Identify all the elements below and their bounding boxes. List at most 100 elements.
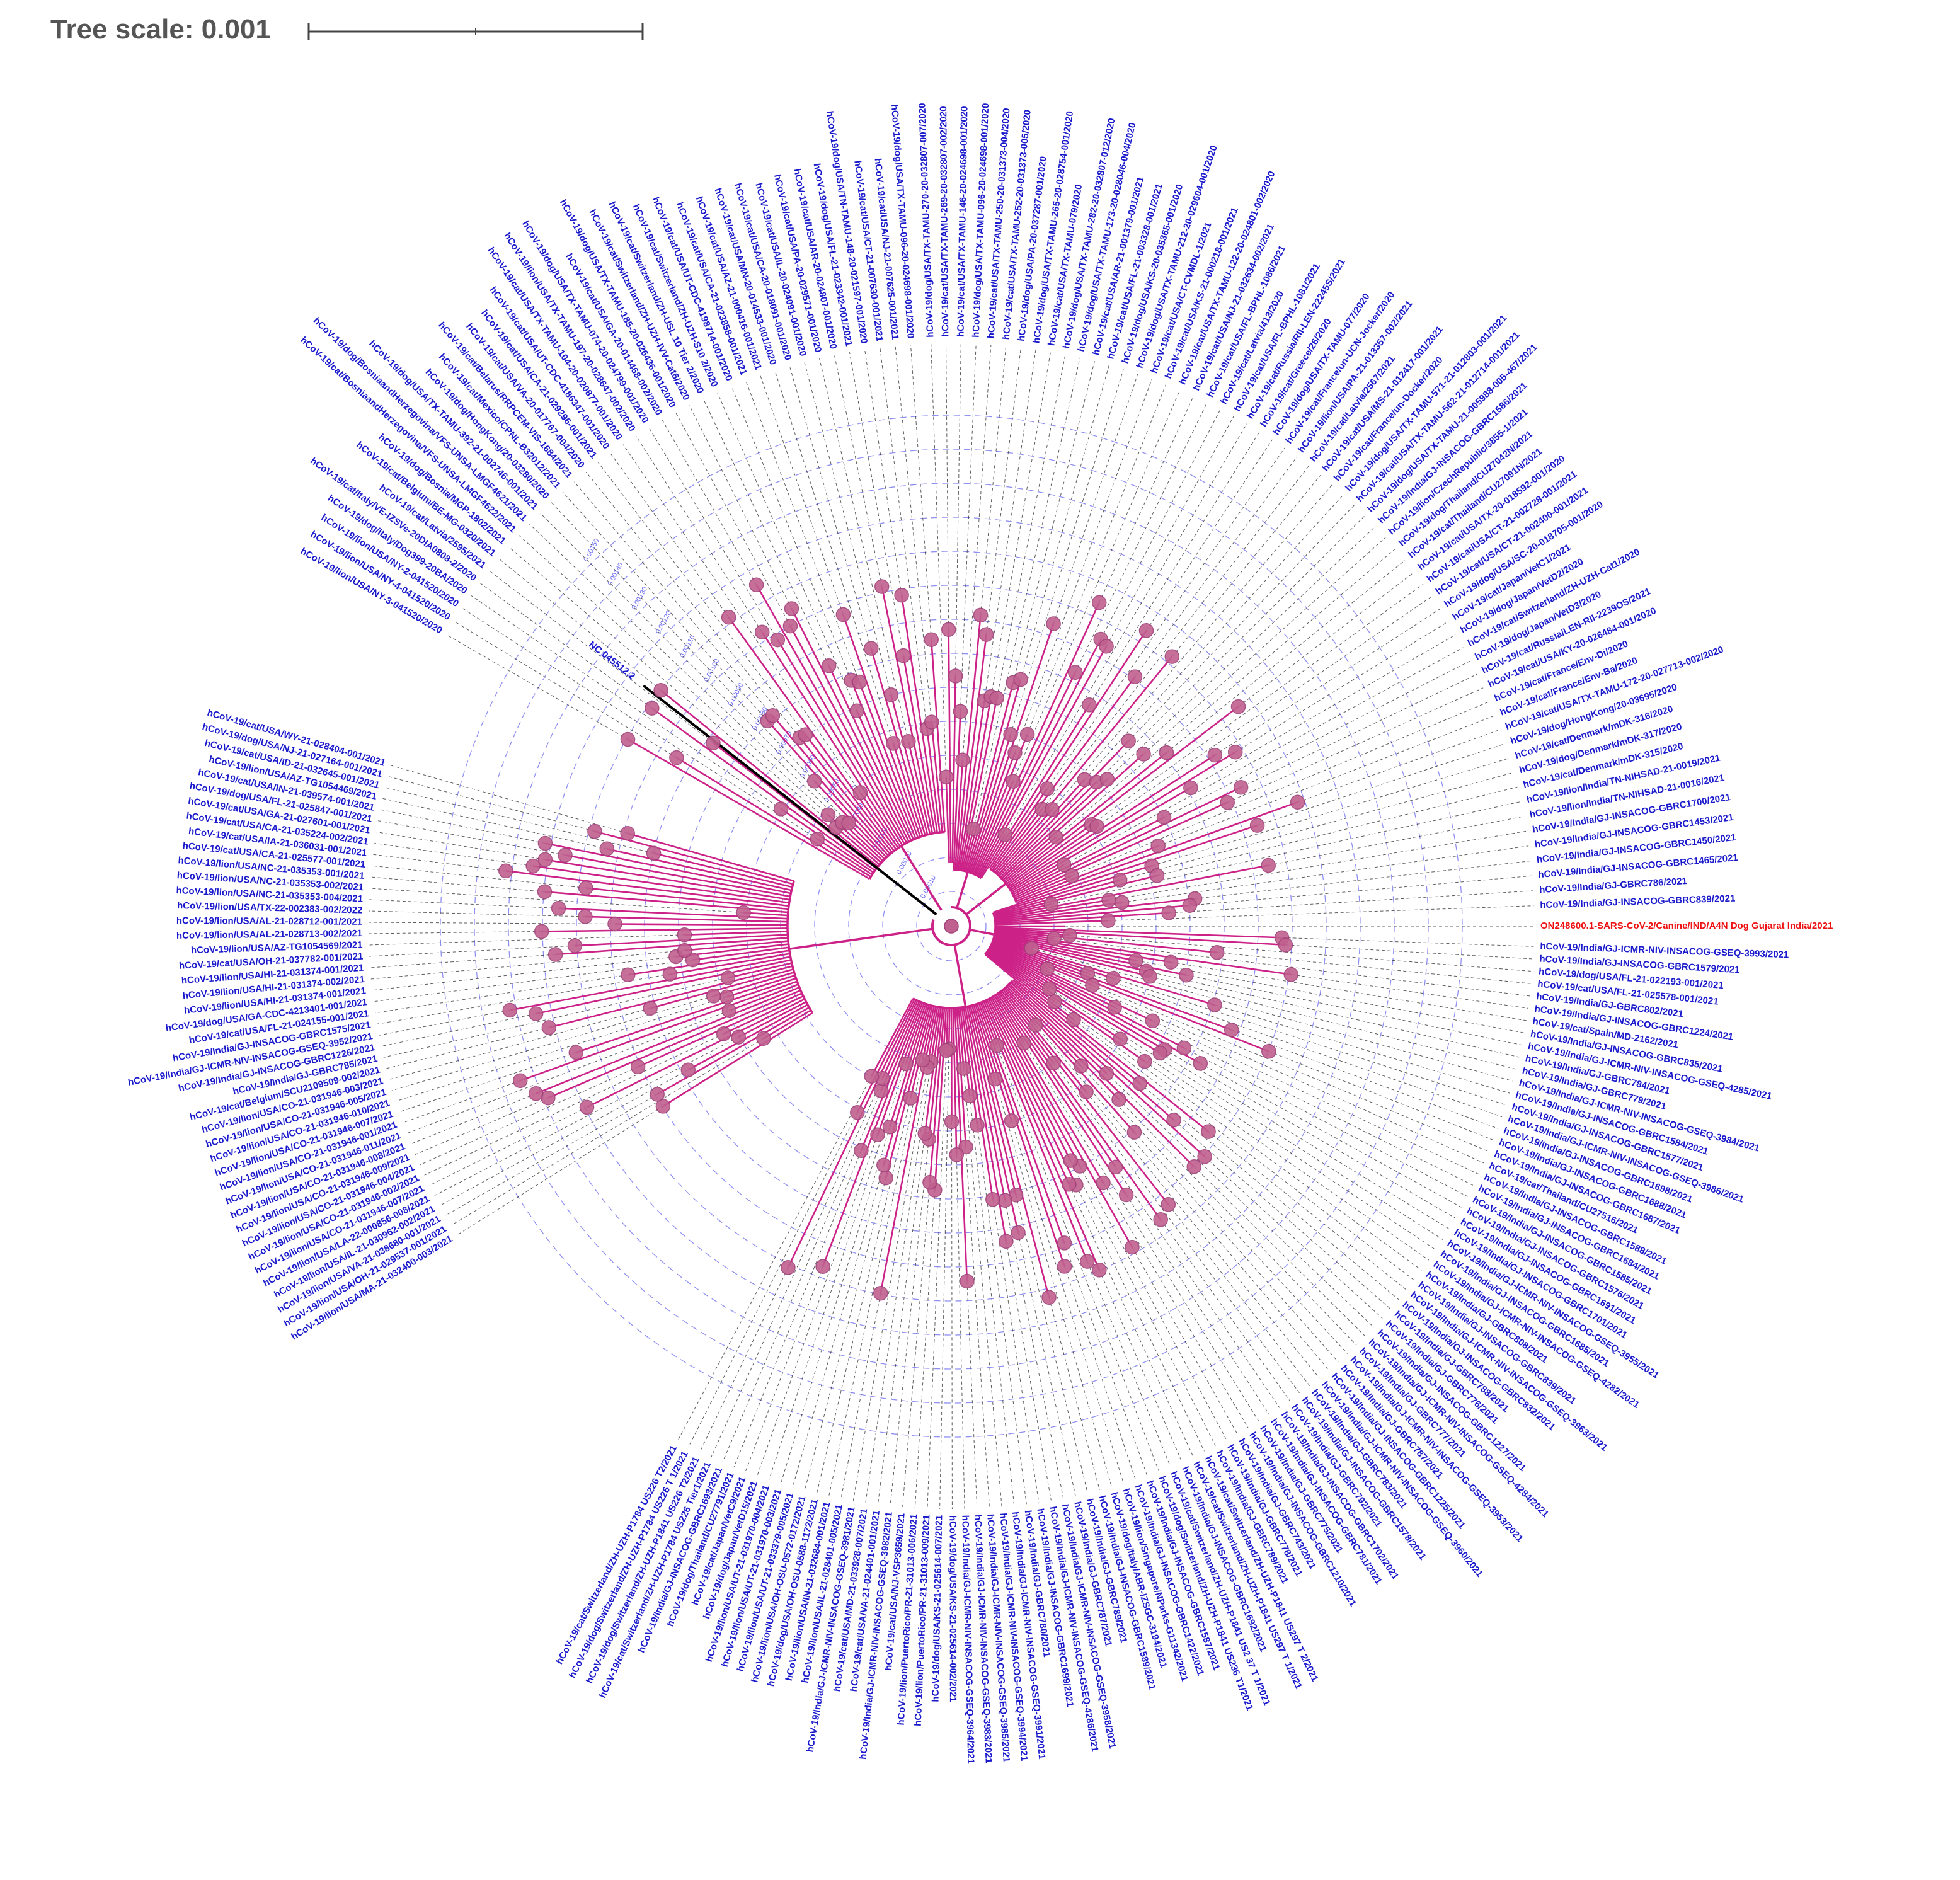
leaf-node xyxy=(782,618,798,634)
clade-arc xyxy=(786,880,813,1014)
leaf-node xyxy=(841,815,856,831)
leaf-node xyxy=(706,735,721,750)
leaf-guide xyxy=(1132,1247,1238,1435)
leaf-node xyxy=(1062,1177,1077,1192)
leaf-guide xyxy=(1108,905,1534,921)
leaf-branch xyxy=(536,986,800,1095)
leaf-node xyxy=(1107,1000,1122,1015)
leaf-branch xyxy=(994,879,1121,915)
leaf-node xyxy=(1114,895,1130,910)
leaf-branch xyxy=(787,999,917,1268)
leaf-node xyxy=(1011,1225,1026,1241)
leaf-guide xyxy=(369,899,559,909)
leaf-branch xyxy=(1016,845,1159,902)
leaf-branch xyxy=(994,864,1269,919)
leaf-guide xyxy=(828,1060,923,1496)
leaf-node xyxy=(1082,697,1097,713)
leaf-guide xyxy=(1106,526,1376,780)
leaf-branch xyxy=(1009,754,1215,890)
leaf-branch xyxy=(986,999,1077,1186)
leaf-guide xyxy=(551,502,815,782)
leaf-node xyxy=(579,1099,595,1115)
leaf-branch xyxy=(995,902,1122,921)
leaf-branch xyxy=(1003,836,1057,882)
leaf-branch xyxy=(995,931,1055,939)
leaf-guide xyxy=(1193,1166,1366,1337)
leaf-node xyxy=(1006,774,1021,789)
leaf-branch xyxy=(505,870,789,907)
leaf-guide xyxy=(471,595,781,810)
leaf-guide xyxy=(973,357,1080,829)
leaf-node xyxy=(1118,1187,1134,1203)
leaf-guide xyxy=(699,1267,789,1452)
leaf-guide xyxy=(379,1010,510,1036)
leaf-branch xyxy=(848,822,886,860)
leaf-node xyxy=(960,1273,975,1289)
leaf-guide xyxy=(462,608,818,840)
leaf-branch xyxy=(1010,982,1108,1074)
leaf-node xyxy=(1079,1254,1095,1269)
leaf-node xyxy=(1207,997,1222,1012)
leaf-guide xyxy=(977,1125,1027,1505)
leaf-guide xyxy=(1241,673,1477,788)
leaf-node xyxy=(1028,1017,1043,1033)
leaf-branch xyxy=(999,740,1130,877)
clade-stem xyxy=(970,928,995,936)
leaf-branch xyxy=(858,682,919,839)
leaf-node xyxy=(650,1087,665,1102)
leaf-node xyxy=(894,587,909,603)
leaf-node xyxy=(985,1191,1000,1207)
leaf-node xyxy=(498,863,513,879)
leaf-node xyxy=(1197,1149,1212,1164)
leaf-branch xyxy=(780,808,874,874)
leaf-branch xyxy=(883,1004,930,1166)
leaf-node xyxy=(1111,1092,1126,1107)
leaf-node xyxy=(1126,1125,1142,1140)
leaf-guide xyxy=(1073,1019,1415,1281)
leaf-node xyxy=(721,1003,737,1018)
leaf-guide xyxy=(834,355,883,587)
leaf-guide xyxy=(774,370,894,744)
leaf-branch xyxy=(995,927,1282,939)
leaf-guide xyxy=(840,1293,881,1499)
leaf-guide xyxy=(1087,1261,1171,1467)
leaf-branch xyxy=(692,946,789,961)
leaf-guide xyxy=(780,1126,890,1484)
leaf-node xyxy=(534,924,549,939)
leaf-node xyxy=(870,1127,885,1142)
leaf-branch xyxy=(953,711,961,870)
leaf-branch xyxy=(967,734,1012,873)
leaf-node xyxy=(1201,1124,1216,1139)
leaf-node xyxy=(1152,1045,1168,1061)
leaf-guide xyxy=(1017,1232,1076,1496)
leaf-node xyxy=(1128,953,1143,968)
leaf-guide xyxy=(966,1281,978,1509)
leaf-node xyxy=(1024,941,1039,956)
leaf-branch xyxy=(777,639,903,846)
leaf-branch xyxy=(900,595,938,833)
leaf-label: hCoV-19/dog/USA/KS-21-025614-007/2021 xyxy=(930,1515,944,1702)
leaf-branch xyxy=(1005,987,1135,1133)
leaf-guide xyxy=(498,558,662,691)
leaf-branch xyxy=(684,931,788,936)
leaf-guide xyxy=(1048,1297,1100,1490)
leaf-branch xyxy=(890,694,929,835)
leaf-branch xyxy=(743,912,788,917)
leaf-guide xyxy=(1135,960,1525,1033)
leaf-branch xyxy=(945,777,950,864)
leaf-node xyxy=(1220,794,1235,810)
leaf-node xyxy=(1132,1076,1147,1091)
leaf-node xyxy=(1137,1053,1152,1069)
leaf-guide xyxy=(380,809,546,844)
leaf-branch xyxy=(966,1006,1006,1201)
leaf-node xyxy=(662,966,678,982)
leaf-guide xyxy=(508,546,837,828)
leaf-node xyxy=(706,989,721,1004)
leaf-guide xyxy=(1118,1099,1357,1346)
highlight-leaf-label: ON248600.1-SARS-CoV-2/Canine/IND/A4N Dog… xyxy=(1540,920,1833,931)
leaf-branch xyxy=(975,1004,1012,1121)
leaf-guide xyxy=(648,427,778,640)
leaf-node xyxy=(863,641,879,656)
clade-stem xyxy=(789,927,933,950)
leaf-guide xyxy=(440,1069,689,1206)
